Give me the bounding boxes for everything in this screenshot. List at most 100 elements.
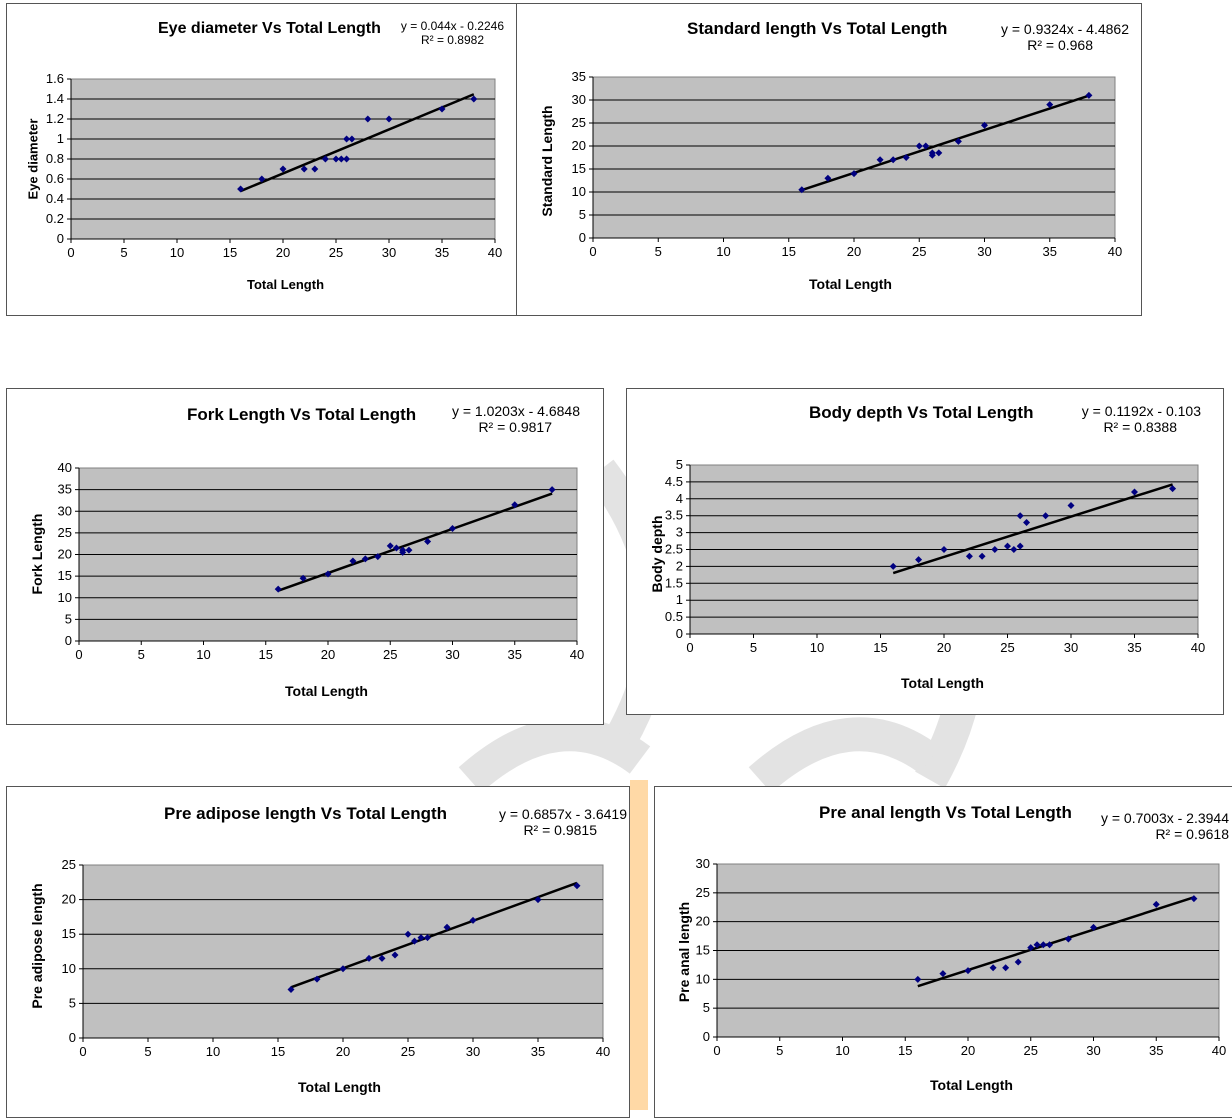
x-tick-label: 20 xyxy=(321,647,335,662)
regression-equation: y = 1.0203x - 4.6848 R² = 0.9817 xyxy=(432,403,580,435)
data-point xyxy=(1152,900,1160,908)
x-tick-label: 0 xyxy=(75,647,82,662)
y-tick-label: 0 xyxy=(579,230,586,245)
chart-title: Standard length Vs Total Length xyxy=(687,19,948,38)
chart-panel-pre-adipose-length: Pre adipose length Vs Total Length y = 0… xyxy=(6,786,630,1118)
x-tick-label: 15 xyxy=(873,640,887,655)
chart-title: Fork Length Vs Total Length xyxy=(187,405,417,424)
x-tick-label: 0 xyxy=(79,1044,86,1059)
y-tick-label: 15 xyxy=(58,568,72,583)
data-point xyxy=(324,570,332,578)
data-point xyxy=(399,546,407,554)
chart-panel-fork-length: Fork Length Vs Total Length y = 1.0203x … xyxy=(6,388,604,725)
y-axis-label: Eye diameter xyxy=(25,118,41,200)
data-point xyxy=(511,501,519,509)
data-point xyxy=(237,185,245,193)
data-point xyxy=(443,923,451,931)
data-point xyxy=(424,934,431,942)
regression-equation: y = 0.044x - 0.2246 R² = 0.8982 xyxy=(377,19,504,47)
y-tick-label: 25 xyxy=(572,115,586,130)
data-point xyxy=(1067,502,1075,510)
data-point xyxy=(378,954,386,962)
x-tick-label: 25 xyxy=(383,647,397,662)
r-squared-text: R² = 0.9815 xyxy=(523,822,597,838)
x-tick-label: 10 xyxy=(196,647,210,662)
x-tick-label: 0 xyxy=(713,1043,720,1058)
data-point xyxy=(1046,941,1054,949)
y-tick-label: 0 xyxy=(57,231,64,246)
data-point xyxy=(385,115,393,123)
data-point xyxy=(332,155,340,163)
y-axis-label: Pre adipose length xyxy=(29,883,45,1009)
scatter-plot: 0 5 10 15 20 25 30 35 0 5 10 15 20 25 30 35 40 xyxy=(572,69,1123,259)
data-point xyxy=(438,105,446,113)
x-tick-label: 10 xyxy=(835,1043,849,1058)
data-point xyxy=(411,937,418,945)
data-point xyxy=(889,156,897,164)
y-tick-label: 10 xyxy=(696,971,710,986)
equation-text: y = 0.044x - 0.2246 xyxy=(400,19,504,33)
data-point xyxy=(939,970,947,978)
y-tick-label: 25 xyxy=(58,525,72,540)
regression-equation: y = 0.7003x - 2.3944 R² = 0.9618 xyxy=(1083,810,1229,842)
y-tick-label: 0.4 xyxy=(46,191,64,206)
regression-equation: y = 0.9324x - 4.4862 R² = 0.968 xyxy=(983,21,1129,53)
y-tick-label: 1 xyxy=(676,592,683,607)
y-tick-label: 30 xyxy=(696,856,710,871)
x-tick-label: 10 xyxy=(810,640,824,655)
x-tick-label: 30 xyxy=(1064,640,1078,655)
y-tick-label: 5 xyxy=(676,457,683,472)
data-point xyxy=(1042,512,1050,520)
data-point xyxy=(343,155,351,163)
data-point xyxy=(386,542,394,550)
x-tick-label: 5 xyxy=(120,245,127,260)
data-point xyxy=(978,552,986,560)
x-tick-label: 15 xyxy=(271,1044,285,1059)
y-tick-label: 3 xyxy=(676,525,683,540)
chart-title: Eye diameter Vs Total Length xyxy=(158,20,381,37)
data-point xyxy=(1004,542,1011,550)
x-tick-label: 25 xyxy=(329,245,343,260)
y-tick-label: 15 xyxy=(572,161,586,176)
x-axis-label: Total Length xyxy=(901,675,984,691)
y-tick-label: 5 xyxy=(579,207,586,222)
y-tick-label: 40 xyxy=(58,460,72,475)
equation-text: y = 0.9324x - 4.4862 xyxy=(1000,21,1129,37)
r-squared-text: R² = 0.8982 xyxy=(420,33,484,47)
x-tick-label: 25 xyxy=(401,1044,415,1059)
y-axis-label: Body depth xyxy=(649,515,665,593)
data-point xyxy=(321,155,329,163)
x-tick-label: 30 xyxy=(1086,1043,1100,1058)
data-point xyxy=(940,546,948,553)
data-point xyxy=(364,115,372,123)
data-point xyxy=(1090,923,1097,931)
data-point xyxy=(914,975,922,983)
x-tick-label: 40 xyxy=(1212,1043,1226,1058)
data-point xyxy=(1039,941,1047,949)
y-tick-label: 0.6 xyxy=(46,171,64,186)
x-tick-label: 0 xyxy=(686,640,693,655)
data-point xyxy=(299,574,307,582)
data-point xyxy=(991,546,999,553)
data-point xyxy=(1085,91,1093,99)
y-tick-label: 1 xyxy=(57,131,64,146)
data-point xyxy=(339,965,347,973)
x-tick-label: 35 xyxy=(1043,244,1057,259)
x-tick-label: 15 xyxy=(898,1043,912,1058)
y-tick-label: 20 xyxy=(58,547,72,562)
y-axis-label: Fork Length xyxy=(29,513,45,595)
y-tick-label: 30 xyxy=(58,503,72,518)
data-point xyxy=(573,882,581,890)
x-tick-label: 35 xyxy=(1149,1043,1163,1058)
y-tick-label: 35 xyxy=(58,482,72,497)
y-tick-label: 0 xyxy=(676,626,683,641)
x-tick-label: 15 xyxy=(782,244,796,259)
x-tick-label: 20 xyxy=(961,1043,975,1058)
x-tick-label: 35 xyxy=(508,647,522,662)
r-squared-text: R² = 0.8388 xyxy=(1103,419,1177,435)
x-tick-label: 0 xyxy=(67,245,74,260)
r-squared-text: R² = 0.9618 xyxy=(1155,826,1229,842)
data-point xyxy=(1033,941,1041,949)
y-tick-label: 25 xyxy=(62,857,76,872)
scatter-plot: 0 5 10 15 20 25 30 0 5 10 15 20 25 30 35 40 xyxy=(696,856,1227,1058)
